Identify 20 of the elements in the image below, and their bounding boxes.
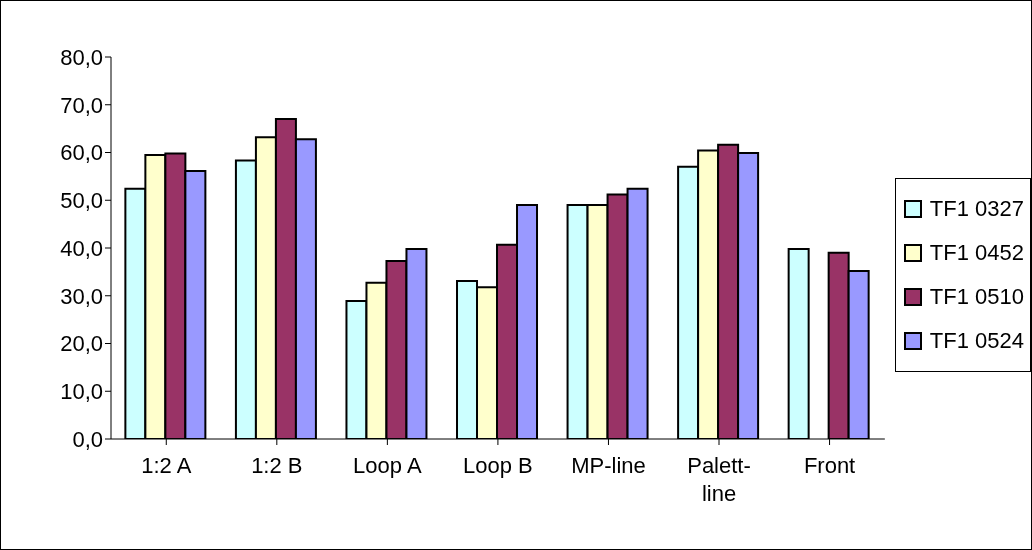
x-tick-label: 1:2 B xyxy=(251,452,303,478)
y-tick-label: 40,0 xyxy=(60,235,103,261)
x-tick-label: Palett-line xyxy=(687,452,751,507)
y-tick-label: 50,0 xyxy=(60,188,103,214)
y-tick-label: 80,0 xyxy=(60,44,103,70)
y-tick-label: 70,0 xyxy=(60,92,103,118)
y-tick-label: 60,0 xyxy=(60,140,103,166)
legend-label: TF1 0510 xyxy=(929,284,1024,310)
x-tick-label: 1:2 A xyxy=(141,452,192,478)
y-tick-label: 0,0 xyxy=(72,426,103,452)
x-tick-label: Loop B xyxy=(463,452,533,478)
legend-label: TF1 0327 xyxy=(929,196,1024,222)
y-tick-label: 30,0 xyxy=(60,283,103,309)
legend-label: TF1 0452 xyxy=(929,240,1024,266)
y-tick-label: 20,0 xyxy=(60,331,103,357)
y-tick-label: 10,0 xyxy=(60,379,103,405)
x-tick-label: Loop A xyxy=(353,452,422,478)
x-tick-label: Front xyxy=(803,452,856,478)
x-tick-label: MP-line xyxy=(571,452,646,478)
legend-label: TF1 0524 xyxy=(929,328,1024,354)
